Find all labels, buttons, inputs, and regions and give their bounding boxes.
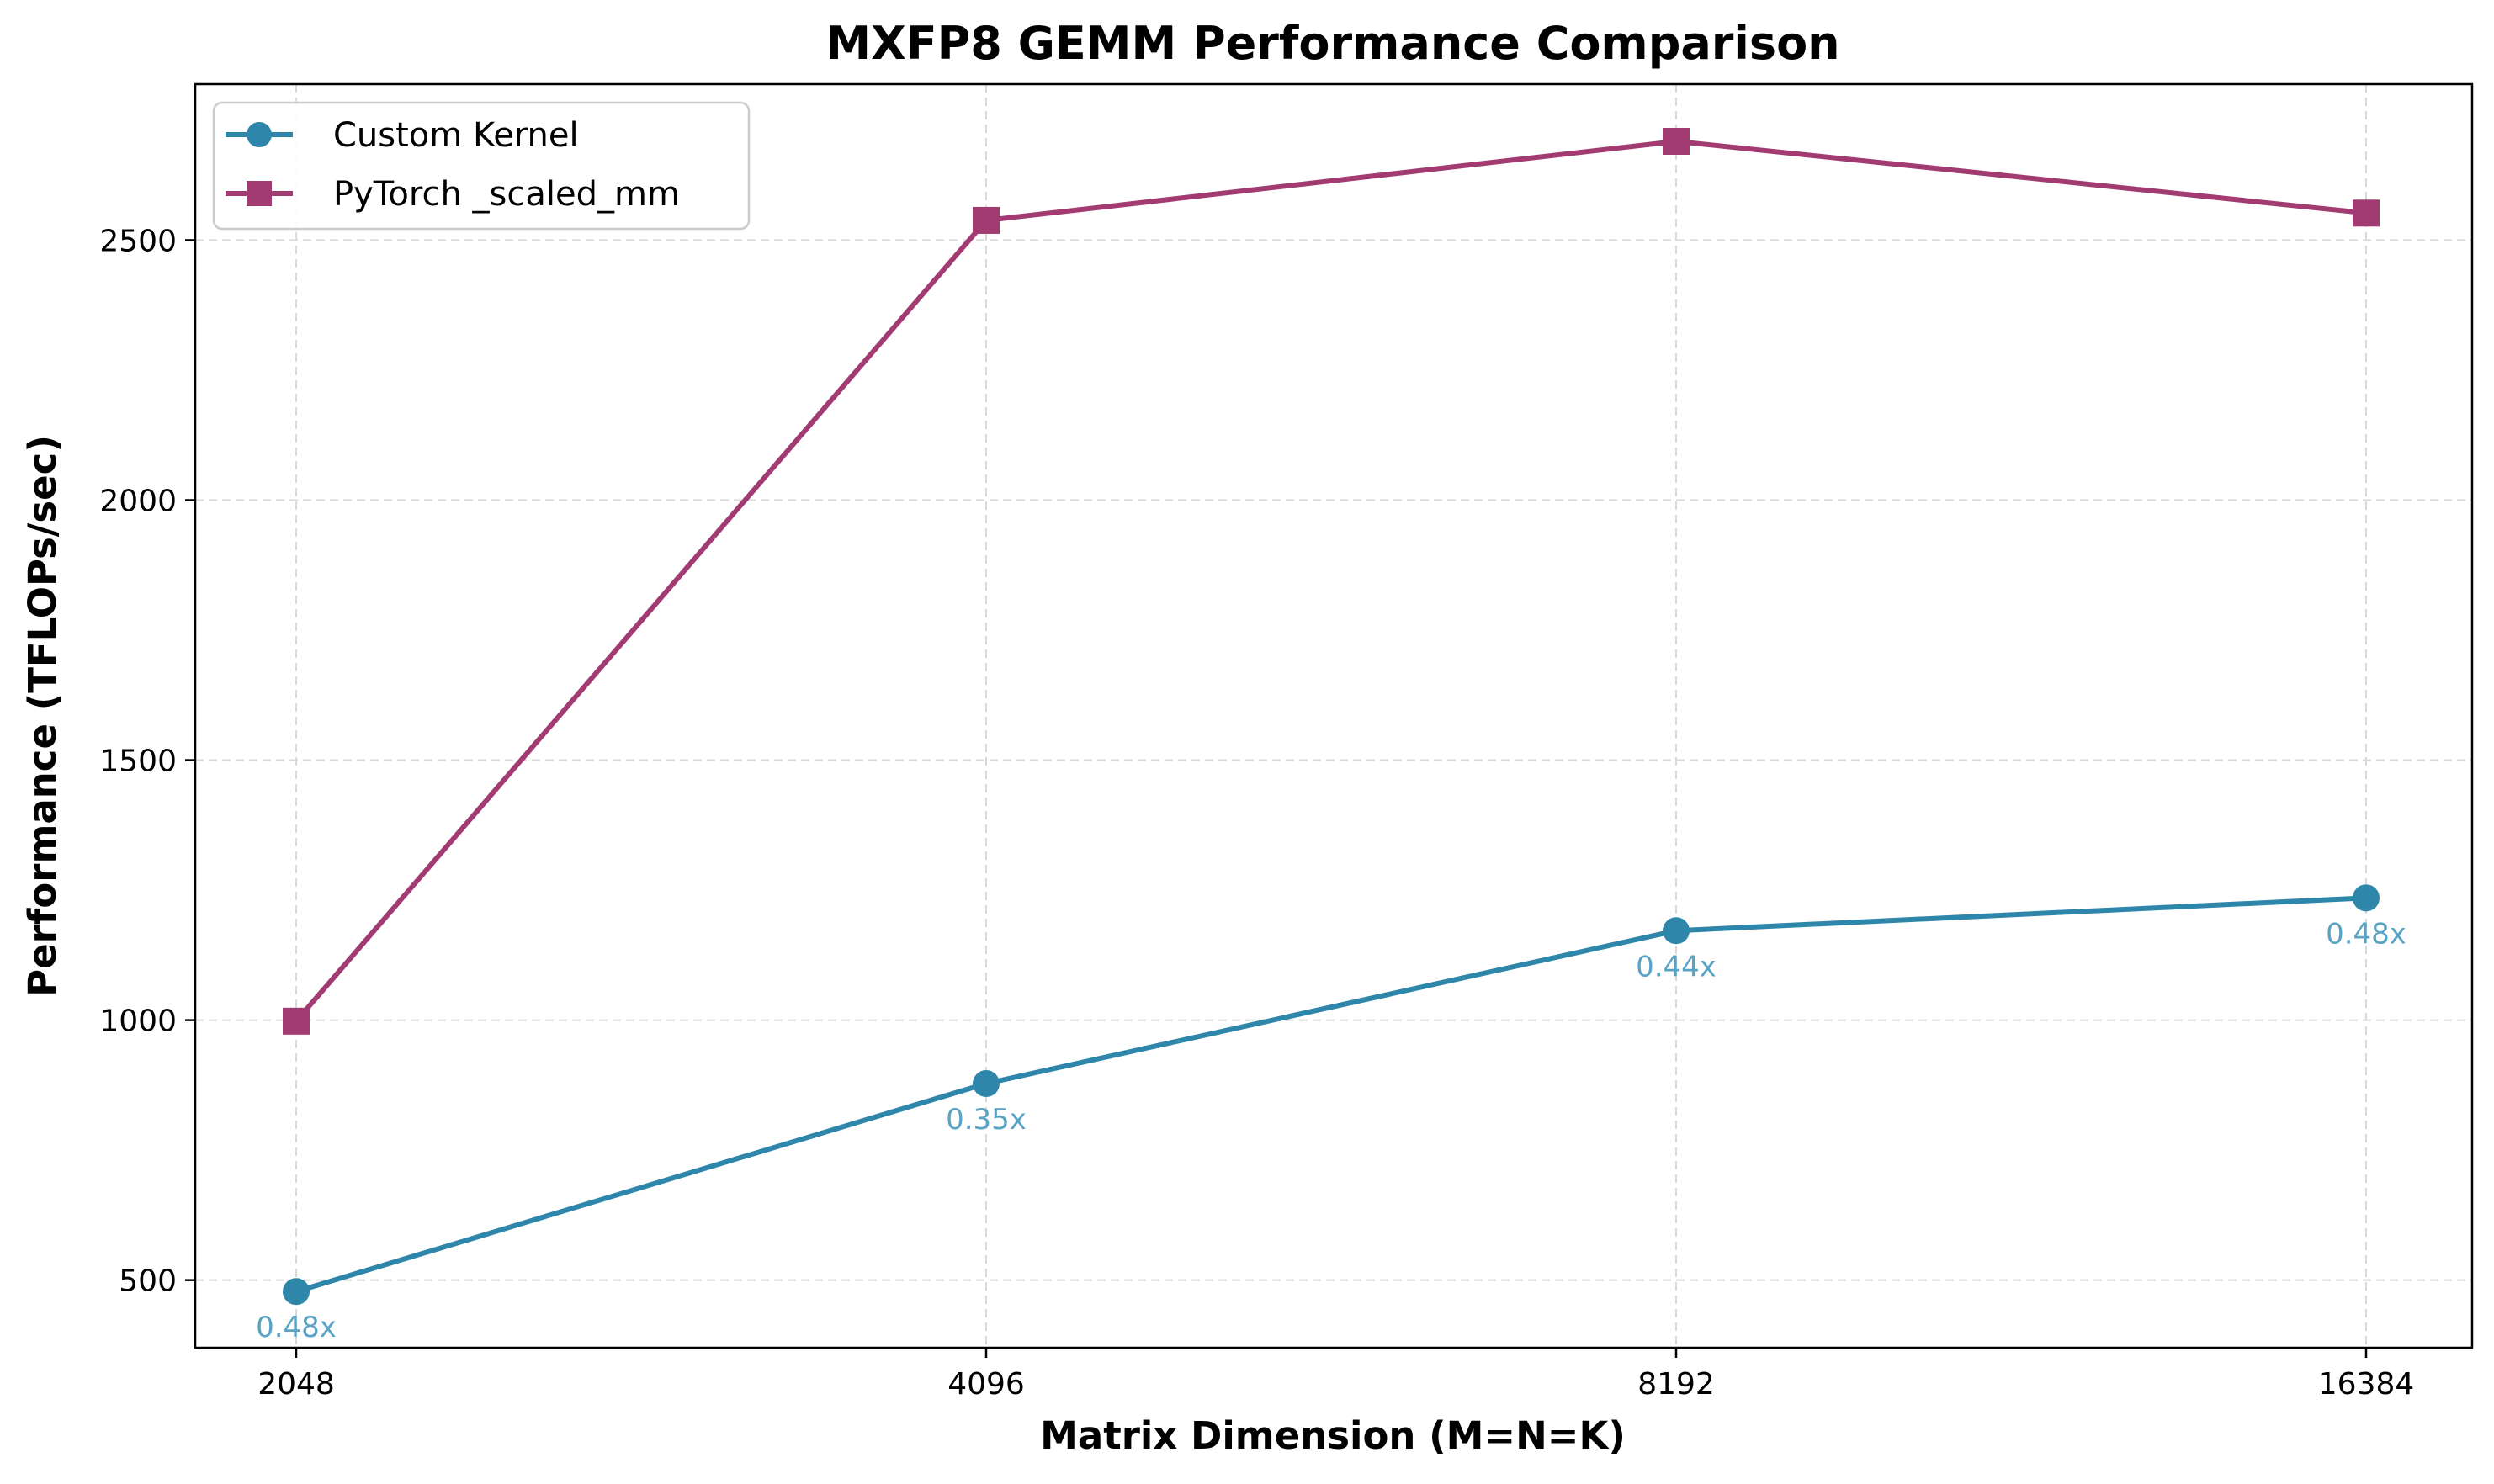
custom-kernel-point [973, 1070, 1000, 1098]
speedup-annotation: 0.48x [2326, 917, 2406, 951]
speedup-annotation: 0.48x [256, 1311, 337, 1344]
custom-kernel-point [283, 1278, 310, 1306]
pytorch-scaled-mm-point [1663, 127, 1690, 155]
y-tick-label: 2500 [99, 224, 177, 258]
custom-kernel-legend-marker [247, 122, 272, 147]
pytorch-scaled-mm-point [2353, 199, 2380, 227]
pytorch-scaled-mm-point [283, 1007, 310, 1035]
pytorch-scaled-mm-legend-label: PyTorch _scaled_mm [333, 175, 680, 214]
x-tick-label: 16384 [2318, 1367, 2415, 1402]
y-axis-label: Performance (TFLOPs/sec) [20, 435, 65, 997]
x-tick-label: 4096 [947, 1367, 1025, 1402]
chart-title: MXFP8 GEMM Performance Comparison [825, 17, 1839, 70]
x-tick-label: 2048 [257, 1367, 335, 1402]
speedup-annotation: 0.35x [946, 1103, 1027, 1137]
pytorch-scaled-mm-line [294, 138, 2367, 1023]
ratio-annotations: 0.48x 0.35x 0.44x 0.48x [256, 917, 2406, 1344]
custom-kernel-point [1663, 917, 1690, 945]
pytorch-scaled-mm-point [973, 206, 1000, 234]
plot-area-frame [194, 82, 2474, 1349]
custom-kernel-legend-label: Custom Kernel [333, 116, 579, 155]
custom-kernel-point [2353, 884, 2380, 912]
x-tick-label: 8192 [1637, 1367, 1715, 1402]
axis-ticks: 2048 4096 8192 16384 500 1000 1500 2000 2500 [99, 224, 2414, 1402]
pytorch-scaled-mm-legend-marker [247, 181, 272, 206]
y-tick-label: 500 [119, 1264, 177, 1299]
grid-lines [195, 84, 2472, 1348]
x-axis-label: Matrix Dimension (M=N=K) [1040, 1413, 1626, 1458]
speedup-annotation: 0.44x [1636, 950, 1717, 983]
legend-box [212, 101, 751, 231]
legend: Custom Kernel PyTorch _scaled_mm [212, 101, 751, 231]
series-lines [283, 127, 2380, 1306]
y-tick-label: 2000 [99, 484, 177, 518]
y-tick-label: 1000 [99, 1004, 177, 1039]
custom-kernel-line [295, 895, 2367, 1295]
y-tick-label: 1500 [99, 745, 177, 779]
